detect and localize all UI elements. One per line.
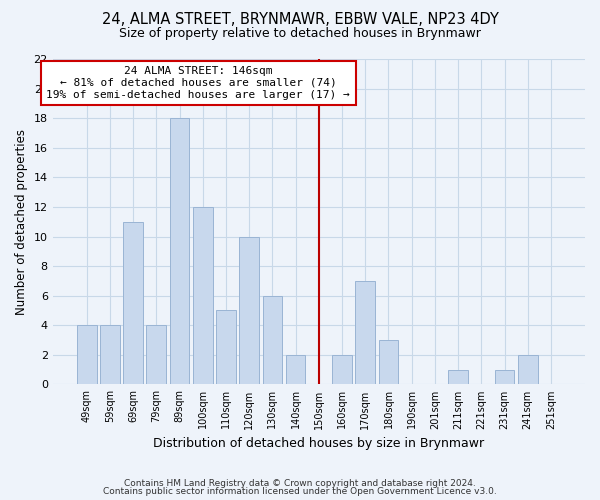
Bar	[123, 222, 143, 384]
Bar	[286, 355, 305, 384]
Bar	[263, 296, 282, 384]
Text: Contains HM Land Registry data © Crown copyright and database right 2024.: Contains HM Land Registry data © Crown c…	[124, 478, 476, 488]
Y-axis label: Number of detached properties: Number of detached properties	[15, 128, 28, 314]
Bar	[193, 207, 212, 384]
Text: 24, ALMA STREET, BRYNMAWR, EBBW VALE, NP23 4DY: 24, ALMA STREET, BRYNMAWR, EBBW VALE, NP…	[101, 12, 499, 28]
Bar	[518, 355, 538, 384]
Text: Size of property relative to detached houses in Brynmawr: Size of property relative to detached ho…	[119, 28, 481, 40]
Bar	[379, 340, 398, 384]
Bar	[239, 236, 259, 384]
Bar	[100, 326, 120, 384]
Bar	[170, 118, 190, 384]
Bar	[146, 326, 166, 384]
Bar	[448, 370, 468, 384]
Bar	[494, 370, 514, 384]
Bar	[355, 281, 375, 384]
Bar	[77, 326, 97, 384]
X-axis label: Distribution of detached houses by size in Brynmawr: Distribution of detached houses by size …	[153, 437, 484, 450]
Bar	[216, 310, 236, 384]
Text: 24 ALMA STREET: 146sqm
← 81% of detached houses are smaller (74)
19% of semi-det: 24 ALMA STREET: 146sqm ← 81% of detached…	[46, 66, 350, 100]
Bar	[332, 355, 352, 384]
Text: Contains public sector information licensed under the Open Government Licence v3: Contains public sector information licen…	[103, 487, 497, 496]
